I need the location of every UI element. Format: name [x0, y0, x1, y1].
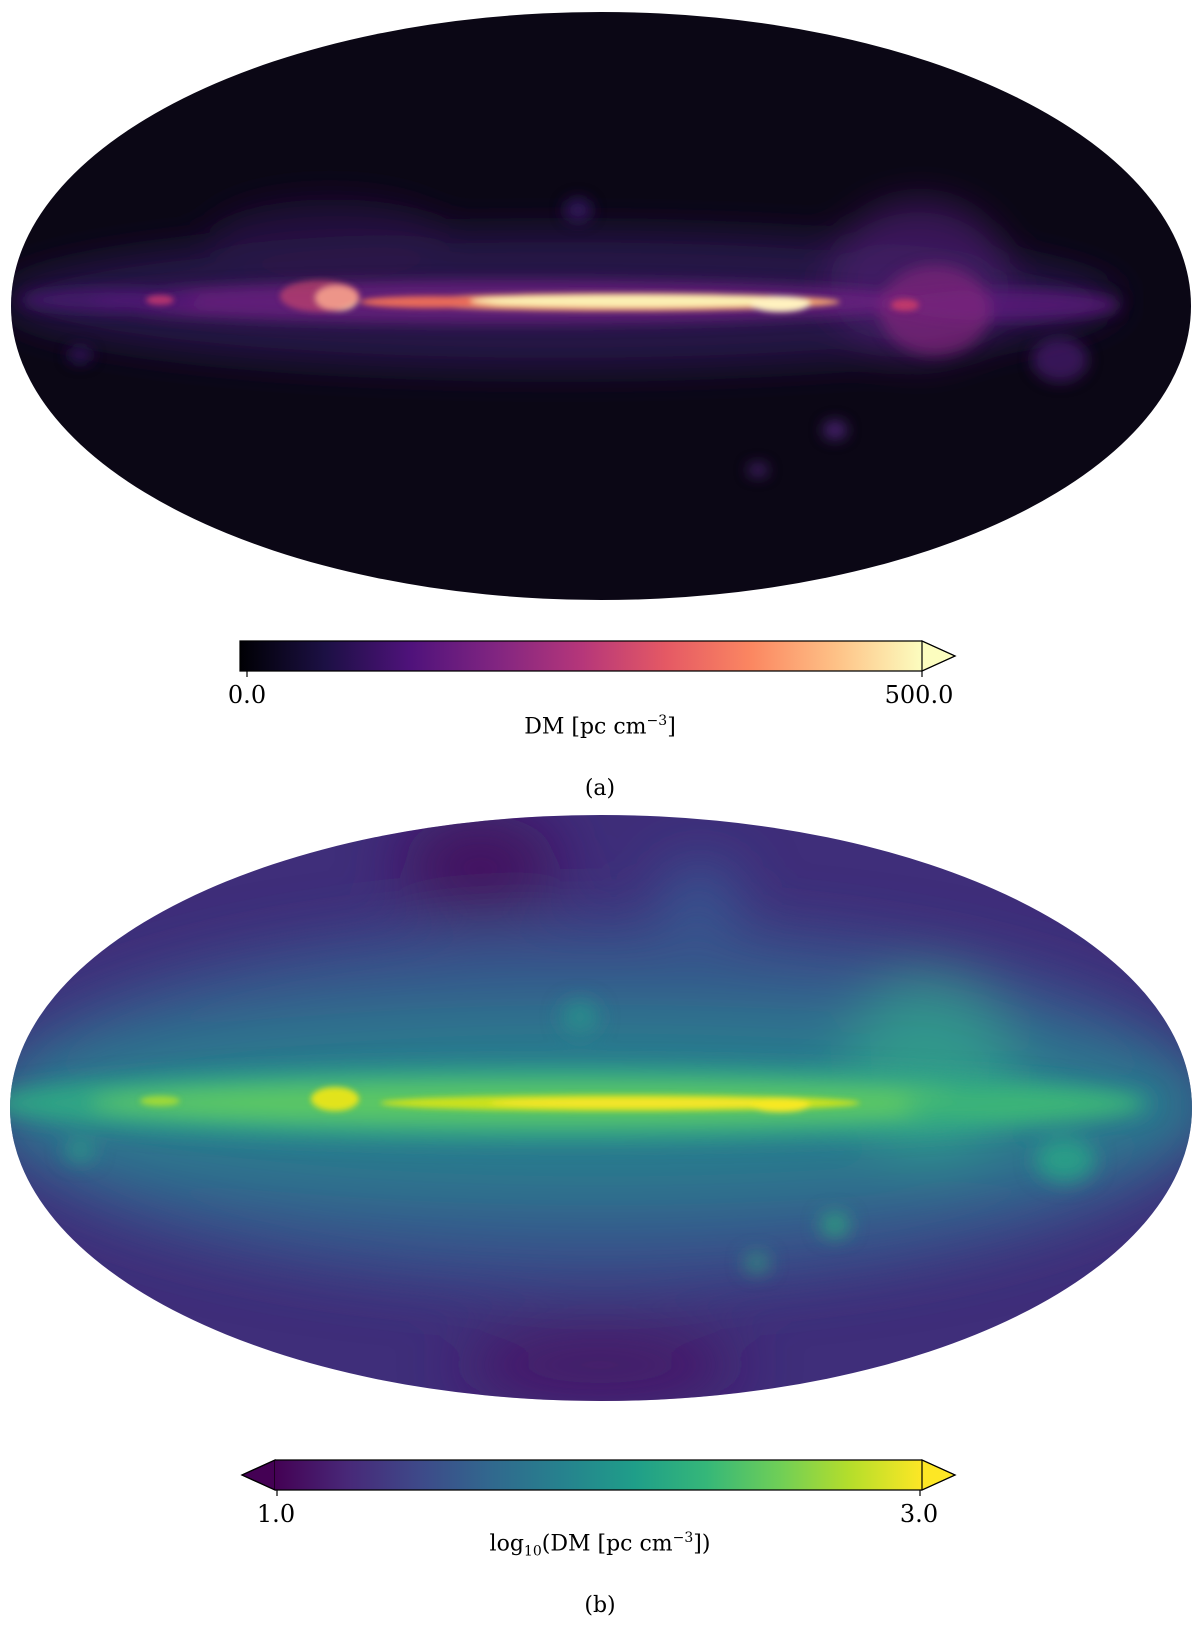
colorbar-b-label-sup: −3	[672, 1530, 694, 1546]
panel-b-caption: (b)	[584, 1593, 616, 1618]
colorbar-b-label-rest: (DM [pc cm	[541, 1531, 673, 1557]
colorbar-b	[240, 1459, 957, 1496]
colorbar-a	[239, 640, 957, 677]
spur-loop	[880, 265, 990, 355]
colorbar-b-extend-min	[240, 1459, 276, 1491]
cygnus-b	[311, 1087, 359, 1111]
north-hole	[400, 815, 560, 915]
colorbar-a-label-sup: −3	[646, 713, 668, 729]
north-cloud	[564, 198, 592, 222]
upper-lobe-haze	[210, 200, 450, 280]
colorbar-a-tick-label-max: 500.0	[884, 681, 954, 709]
colorbar-b-label: log10(DM [pc cm−3])	[490, 1530, 711, 1560]
center-knot-b	[750, 1098, 810, 1112]
colorbar-b-tick-label-min: 1.0	[256, 1500, 296, 1528]
colorbar-b-tick-label-max: 3.0	[899, 1500, 939, 1528]
colorbar-b-label-end: ])	[693, 1531, 711, 1557]
sky-map-dm	[11, 12, 1191, 600]
colorbar-b-extend-max	[921, 1459, 957, 1491]
smc-b	[746, 1256, 768, 1270]
colorbar-a-outline	[239, 640, 957, 672]
lmc-blob	[823, 421, 847, 439]
plane-core-b-bright	[490, 1098, 810, 1108]
plane-core-bright	[470, 295, 810, 307]
orion-b	[1035, 1138, 1095, 1182]
north-bubble	[660, 865, 740, 925]
west-knot-b	[140, 1096, 180, 1106]
colorbar-a-extend-max	[921, 640, 957, 672]
colorbar-a-label-main: DM [pc cm	[524, 714, 647, 740]
panel-a-caption: (a)	[584, 776, 616, 801]
west-band	[20, 288, 200, 312]
north-cloud-b	[562, 1001, 598, 1033]
colorbar-a-label-end: ]	[667, 714, 676, 740]
orion-blob	[1032, 338, 1088, 382]
cygnus-glow	[280, 280, 360, 312]
center-knot	[750, 296, 810, 312]
panel-b: 1.0 3.0 log10(DM [pc cm−3]) (b)	[0, 805, 1200, 1627]
plane-core-west	[360, 296, 500, 308]
smc-blob	[748, 464, 768, 476]
colorbar-b-gradient	[275, 1460, 922, 1490]
colorbar-a-tick-label-min: 0.0	[227, 681, 267, 709]
lmc-b	[822, 1215, 848, 1235]
colorbar-a-gradient	[240, 641, 922, 671]
sky-map-log-dm	[10, 815, 1192, 1401]
panel-a: 0.0 500.0 DM [pc cm−3] (a)	[0, 0, 1200, 805]
east-knot	[891, 299, 919, 311]
colorbar-a-label: DM [pc cm−3]	[524, 713, 676, 739]
west-cloud	[68, 347, 92, 363]
south-hole	[460, 1325, 740, 1401]
colorbar-b-label-sub: 10	[523, 1543, 542, 1560]
colorbar-b-outline	[240, 1459, 957, 1491]
east-green	[900, 1091, 1140, 1119]
west-cloud-b	[66, 1140, 94, 1160]
colorbar-b-label-main: log	[489, 1531, 524, 1557]
west-knot	[146, 295, 174, 305]
